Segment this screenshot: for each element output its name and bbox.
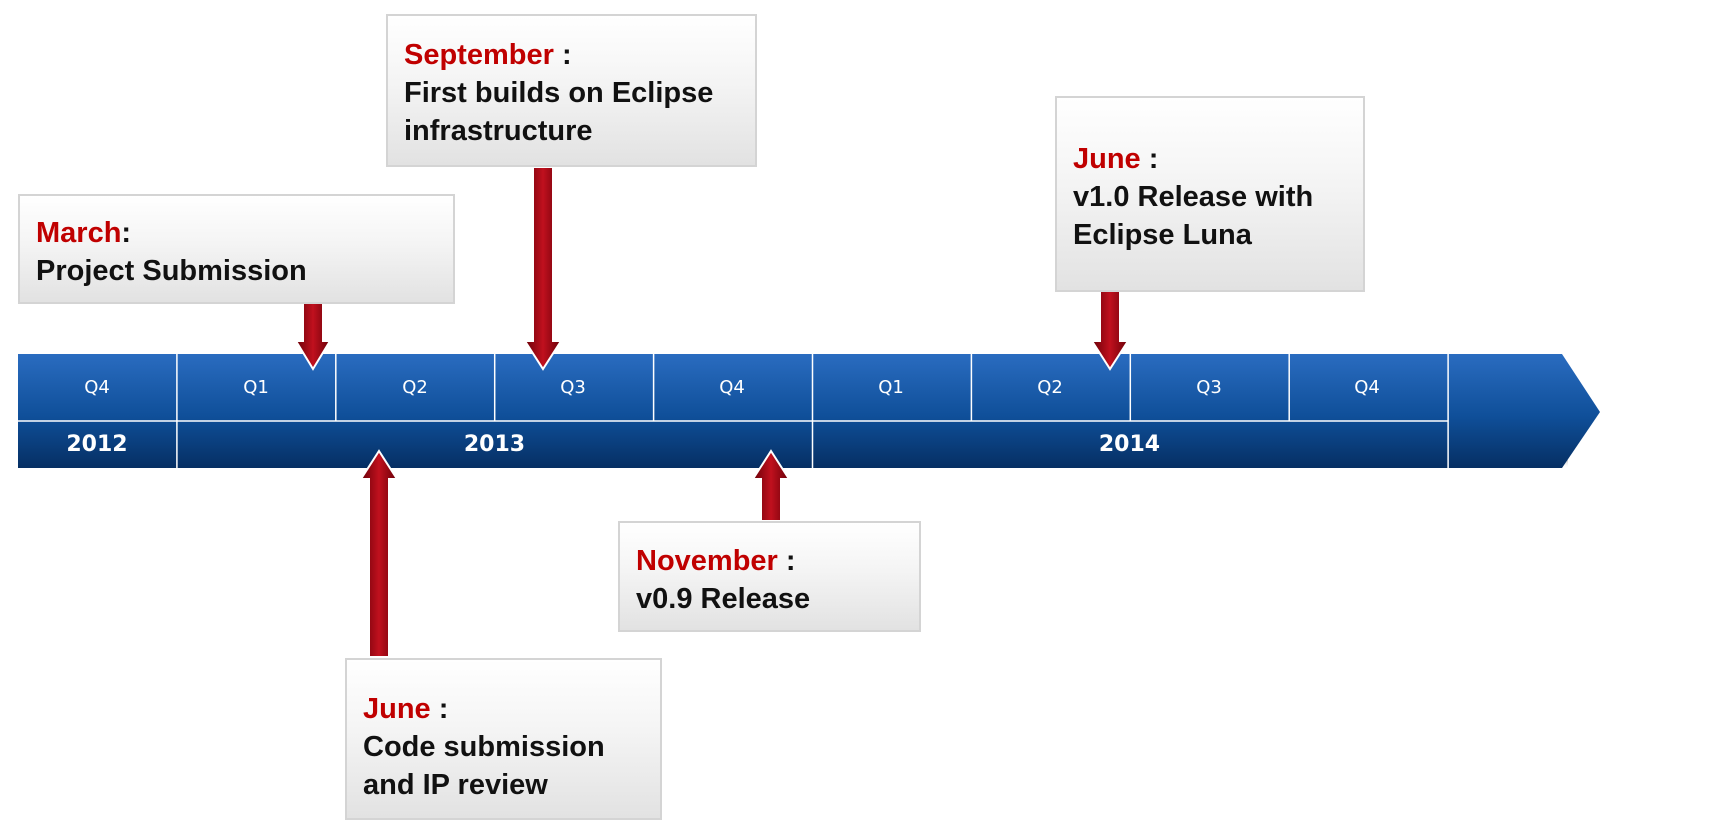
milestone-month: November (636, 545, 778, 577)
milestone-month: September (404, 39, 554, 71)
band-dividers (18, 354, 1449, 468)
arrow-june-2013 (359, 449, 399, 658)
milestone-description: First builds on Eclipse infrastructure (404, 77, 714, 147)
timeline-arrow-body (18, 354, 1600, 468)
year-label-2012: 2012 (66, 432, 128, 457)
quarter-label-q1-2014: Q1 (878, 377, 904, 398)
quarter-label-q2-2014: Q2 (1037, 377, 1063, 398)
milestone-june-2013: June : Code submission and IP review (345, 658, 662, 820)
quarter-label-q4-2012: Q4 (84, 377, 110, 398)
milestone-description: v1.0 Release with Eclipse Luna (1073, 181, 1314, 251)
milestone-separator: : (777, 545, 796, 577)
milestone-march: March: Project Submission (18, 194, 455, 304)
quarter-label-q4-2014: Q4 (1354, 377, 1380, 398)
milestone-separator: : (121, 217, 132, 249)
milestone-separator: : (553, 39, 572, 71)
milestone-separator: : (1140, 143, 1159, 175)
milestone-month: March (36, 217, 122, 249)
quarter-label-q2-2013: Q2 (402, 377, 428, 398)
milestone-month: June (363, 693, 431, 725)
arrow-september (523, 166, 563, 371)
arrow-june-2014 (1090, 290, 1130, 371)
quarter-label-q1-2013: Q1 (243, 377, 269, 398)
year-label-2014: 2014 (1098, 432, 1161, 457)
milestone-separator: : (430, 693, 449, 725)
milestone-september: September : First builds on Eclipse infr… (386, 14, 757, 167)
milestone-description: Project Submission (36, 255, 307, 287)
milestone-june-2014: June : v1.0 Release with Eclipse Luna (1055, 96, 1365, 292)
arrow-march (294, 302, 332, 371)
milestone-description: v0.9 Release (636, 583, 811, 615)
quarter-label-q3-2014: Q3 (1196, 377, 1222, 398)
year-label-2013: 2013 (463, 432, 526, 457)
milestone-month: June (1073, 143, 1141, 175)
timeline-band (18, 354, 1600, 468)
milestone-description: Code submission and IP review (363, 731, 605, 801)
quarter-label-q4-2013: Q4 (719, 377, 745, 398)
milestone-november: November : v0.9 Release (618, 521, 921, 632)
arrow-november (751, 449, 791, 522)
quarter-label-q3-2013: Q3 (560, 377, 586, 398)
